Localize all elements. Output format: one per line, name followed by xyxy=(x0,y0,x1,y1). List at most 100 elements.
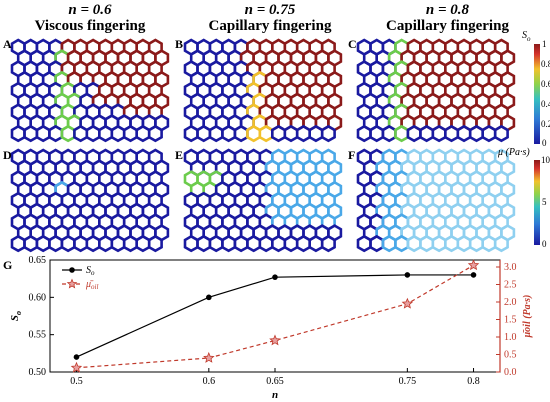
network-panel xyxy=(356,38,516,143)
pore-cell xyxy=(443,234,460,253)
x-axis-label: n xyxy=(272,389,278,401)
legend-so-label-sub: o xyxy=(91,269,95,277)
pore-cell xyxy=(270,124,287,143)
colorbar-mu-tick-1: 10 xyxy=(541,155,550,165)
panel-letter-c: C xyxy=(348,37,357,51)
series-mu-point xyxy=(70,361,83,373)
pore-cell xyxy=(110,234,126,253)
pore-cell xyxy=(356,124,372,143)
pore-cell xyxy=(456,234,472,253)
colorbar-so xyxy=(534,44,540,144)
panel-letter-e: E xyxy=(175,148,184,162)
colorbar-so-tick-5: 0.2 xyxy=(541,119,550,129)
pore-cell xyxy=(481,234,497,253)
pore-cell xyxy=(431,234,447,253)
pore-cell xyxy=(246,234,262,253)
legend-mu-label-sub: oil xyxy=(91,283,98,291)
pore-cell xyxy=(283,234,299,253)
y-left-tick-label: 0.50 xyxy=(29,367,47,378)
pore-cell xyxy=(320,124,336,143)
pore-cell xyxy=(122,124,138,143)
pore-cell xyxy=(23,234,39,253)
colorbar-so-tick-2: 0.8 xyxy=(541,59,550,69)
pore-cell xyxy=(35,234,51,253)
x-tick-label: 0.5 xyxy=(70,376,83,387)
pore-cell xyxy=(320,234,336,253)
y-left-tick-label: 0.65 xyxy=(29,255,47,266)
pore-cell xyxy=(456,124,472,143)
colorbar-mu-tick-2: 5 xyxy=(542,197,547,207)
series-so-line xyxy=(76,274,474,358)
x-tick-label: 0.8 xyxy=(467,376,480,387)
pore-cell xyxy=(246,124,262,143)
pore-cell xyxy=(98,234,114,253)
pore-cell xyxy=(381,234,397,253)
panel-letter-d: D xyxy=(3,148,12,162)
panel-letter-g: G xyxy=(3,258,13,272)
series-mu-point xyxy=(269,334,281,346)
column-title-1: n = 0.6 Viscous fingering xyxy=(10,2,170,34)
column-2-title: Capillary fingering xyxy=(208,18,332,34)
pore-cell xyxy=(10,234,26,253)
pore-cell xyxy=(233,124,249,143)
column-1-n: n = 0.6 xyxy=(68,2,112,18)
colorbar-mu xyxy=(534,160,540,245)
pore-cell xyxy=(369,124,385,143)
pore-cell xyxy=(110,124,126,143)
series-mu-line xyxy=(76,264,474,369)
pore-cell xyxy=(183,124,199,143)
pore-cell xyxy=(221,234,237,253)
network-panel xyxy=(10,38,170,143)
series-mu-point xyxy=(203,351,215,363)
colorbar-mu-tick-3: 0 xyxy=(542,239,547,249)
series-mu-point xyxy=(401,297,414,309)
y-right-tick-label: 2.5 xyxy=(504,280,517,291)
pore-cell xyxy=(233,234,249,253)
column-2-n: n = 0.75 xyxy=(244,2,296,18)
colorbar-mu-title: μ (Pa·s) xyxy=(498,147,530,158)
y-right-tick-label: 1.5 xyxy=(504,315,517,326)
colorbar-so-title-sub: o xyxy=(527,35,531,43)
pore-cell xyxy=(10,124,26,143)
pore-cell xyxy=(98,124,114,143)
pore-cell xyxy=(369,234,385,253)
series-mu-point xyxy=(467,259,480,271)
pore-cell xyxy=(394,124,410,143)
y-left-tick-label: 0.60 xyxy=(29,292,47,303)
x-tick-label: 0.75 xyxy=(399,376,417,387)
network-panels xyxy=(10,38,516,253)
x-tick-label: 0.6 xyxy=(203,376,216,387)
colorbar-so-tick-3: 0.6 xyxy=(541,79,550,89)
pore-cell xyxy=(394,234,410,253)
pore-cell xyxy=(431,124,447,143)
pore-cell xyxy=(419,124,435,143)
y-left-tick-label: 0.55 xyxy=(29,330,47,341)
pore-cell xyxy=(85,124,101,143)
network-panel xyxy=(10,148,170,253)
pore-cell xyxy=(48,234,64,253)
series-so-point xyxy=(272,274,278,280)
pore-cell xyxy=(295,234,312,253)
x-tick-label: 0.65 xyxy=(266,376,284,387)
pore-cell xyxy=(356,234,372,253)
y-left-axis-label: So xyxy=(9,311,23,321)
pore-cell xyxy=(308,124,324,143)
legend-so-marker xyxy=(69,267,75,273)
network-panel xyxy=(183,148,343,253)
legend-mu-label: μ̄oil xyxy=(85,279,98,291)
y-right-tick-label: 0.0 xyxy=(504,367,517,378)
column-3-n: n = 0.8 xyxy=(425,2,470,18)
column-3-title: Capillary fingering xyxy=(386,18,509,34)
pore-cell xyxy=(258,234,274,253)
pore-cell xyxy=(23,124,39,143)
pore-cell xyxy=(135,124,151,143)
pore-cell xyxy=(258,124,274,143)
pore-cell xyxy=(35,124,51,143)
network-panel xyxy=(183,38,343,143)
series-so-point xyxy=(404,272,411,278)
y-right-tick-label: 2.0 xyxy=(504,297,517,308)
pore-cell xyxy=(147,124,163,143)
panel-letter-f: F xyxy=(348,148,356,162)
y-right-tick-label: 3.0 xyxy=(504,262,517,273)
